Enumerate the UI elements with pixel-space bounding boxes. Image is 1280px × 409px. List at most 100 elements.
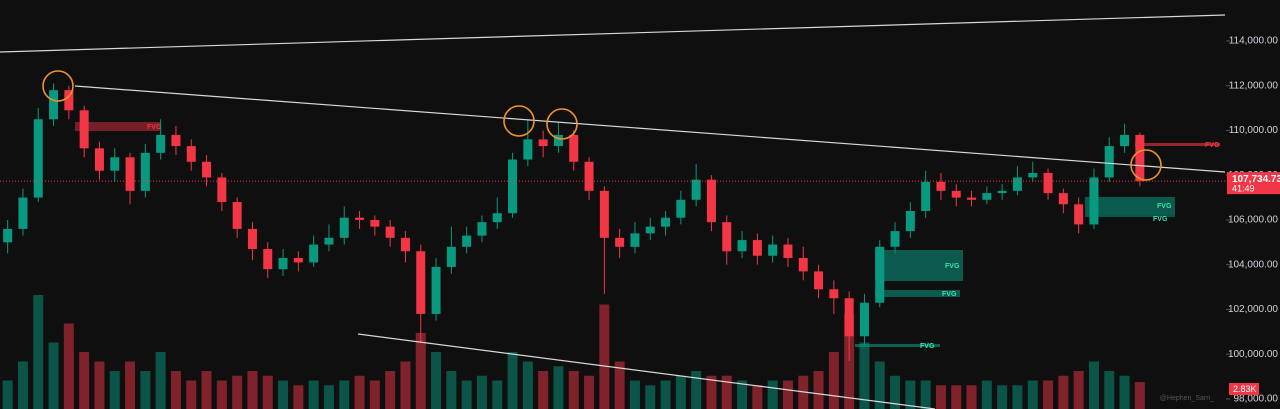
volume-bar (476, 375, 487, 409)
volume-bar (874, 361, 885, 409)
volume-bar (109, 371, 120, 409)
last-volume-box (1229, 383, 1259, 395)
volume-bar (538, 371, 549, 409)
candle-body (538, 139, 548, 147)
candle-body (722, 222, 732, 252)
volume-bar (170, 371, 181, 409)
volume-bar (308, 380, 319, 409)
volume-bar (1119, 375, 1130, 409)
candle-body (508, 159, 518, 214)
candle-body (202, 161, 212, 178)
volume-bar (278, 380, 289, 409)
candle-body (921, 181, 931, 211)
volume-bar (1088, 361, 1099, 409)
volume-bar (323, 385, 334, 409)
highlight-circle (42, 70, 74, 102)
volume-bar (385, 371, 396, 409)
candle-body (370, 219, 380, 227)
volume-bar (782, 380, 793, 409)
candle-body (125, 157, 135, 191)
volume-bar (369, 380, 380, 409)
candle-body (829, 289, 839, 299)
candle-body (523, 139, 533, 160)
fvg-label: FVG (1157, 203, 1172, 210)
candle-body (462, 235, 472, 247)
fvg-zone (875, 290, 960, 297)
volume-bar (216, 380, 227, 409)
trendline (357, 333, 936, 409)
candle-body (186, 146, 196, 162)
trendline (0, 14, 1226, 53)
fvg-zone (1085, 215, 1175, 217)
candle-body (844, 298, 854, 337)
candle-body (3, 228, 13, 243)
volume-bar (415, 333, 426, 409)
candle-body (599, 190, 609, 238)
fvg-zone (875, 250, 963, 281)
candle-body (768, 244, 778, 256)
candle-body (706, 179, 716, 223)
volume-bar (2, 380, 13, 409)
volume-bar (813, 371, 824, 409)
fvg-label: FVG (147, 124, 162, 131)
candle-body (1074, 204, 1084, 225)
volume-bar (431, 352, 442, 409)
highlight-circle (503, 105, 535, 137)
candle-body (156, 134, 166, 153)
volume-bar (94, 361, 105, 409)
candle-body (584, 161, 594, 191)
candle-body (293, 257, 303, 263)
candle-body (385, 226, 395, 238)
candle-body (477, 222, 487, 236)
volume-bar (186, 380, 197, 409)
volume-bar (522, 361, 533, 409)
volume-bar (920, 380, 931, 409)
candle-body (553, 134, 563, 147)
volume-bar (354, 375, 365, 409)
candle-body (982, 193, 992, 200)
volume-bar (767, 380, 778, 409)
volume-bar (997, 385, 1008, 409)
volume-bar (293, 385, 304, 409)
volume-bar (584, 375, 595, 409)
volume-bar (1073, 371, 1084, 409)
highlight-circle (1130, 149, 1162, 181)
volume-bar (140, 371, 151, 409)
volume-bar (492, 380, 503, 409)
volume-bar (752, 385, 763, 409)
volume-bar (568, 371, 579, 409)
candle-body (18, 197, 28, 229)
fvg-zone (855, 344, 940, 347)
candle-body (1104, 146, 1114, 178)
last-price-box (1227, 172, 1280, 195)
volume-bar (232, 375, 243, 409)
candle-body (416, 251, 426, 314)
candle-body (752, 240, 762, 256)
candle-body (1058, 193, 1068, 205)
fvg-label: FVG (945, 263, 960, 270)
candle-body (64, 90, 74, 111)
highlight-circle (546, 108, 578, 140)
candle-body (875, 246, 885, 303)
volume-bar (339, 380, 350, 409)
fvg-label: FVG (942, 291, 957, 298)
candle-body (1120, 134, 1130, 147)
candle-body (33, 119, 43, 198)
volume-bar (446, 371, 457, 409)
candle-body (1089, 177, 1099, 225)
candle-body (997, 190, 1007, 194)
candle-body (431, 266, 441, 314)
candle-body (324, 237, 334, 245)
volume-bar (201, 371, 212, 409)
candle-body (94, 148, 104, 171)
price-axis (1226, 0, 1280, 409)
volume-bar (629, 380, 640, 409)
candle-body (645, 226, 655, 234)
candle-body (446, 246, 456, 267)
candles (3, 83, 1145, 361)
volume-bar (890, 375, 901, 409)
candle-body (905, 210, 915, 232)
candle-body (569, 134, 579, 162)
candle-body (630, 233, 640, 247)
